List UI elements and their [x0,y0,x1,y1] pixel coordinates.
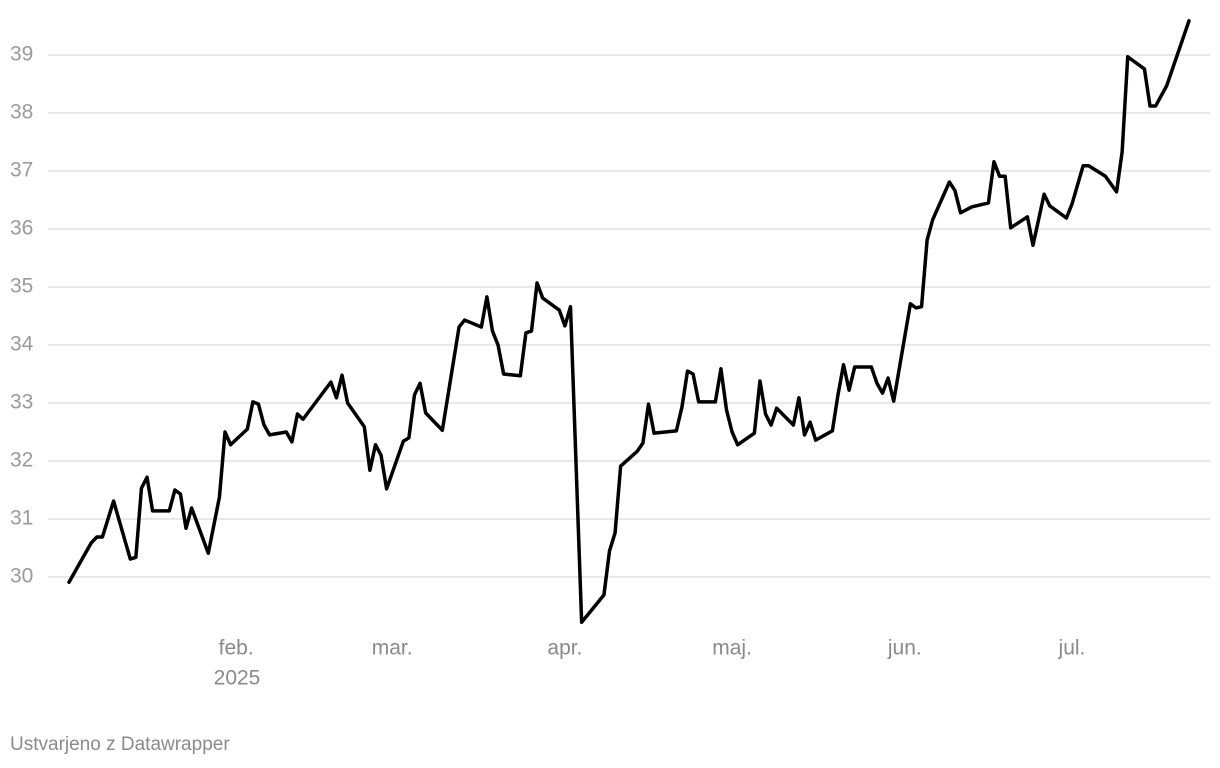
data-line [67,19,1191,624]
x-tick-label: jun. [887,637,922,660]
y-tick-label: 34 [10,333,34,356]
y-tick-label: 37 [10,159,33,182]
x-tick-label: feb. [219,637,254,660]
x-tick-label: apr. [547,637,582,660]
y-tick-label: 38 [10,101,33,124]
y-tick-label: 35 [10,275,33,298]
x-tick-label: jul. [1058,637,1086,660]
x-tick-label: maj. [712,637,752,660]
y-tick-label: 30 [10,565,33,588]
y-tick-label: 32 [10,449,33,472]
y-tick-label: 33 [10,391,33,414]
y-tick-label: 36 [10,217,33,240]
x-tick-label: mar. [372,637,413,660]
credit: Ustvarjeno z Datawrapper [10,734,230,755]
year-label: 2025 [214,667,261,690]
y-tick-label: 31 [10,507,33,530]
y-tick-label: 39 [10,43,33,66]
